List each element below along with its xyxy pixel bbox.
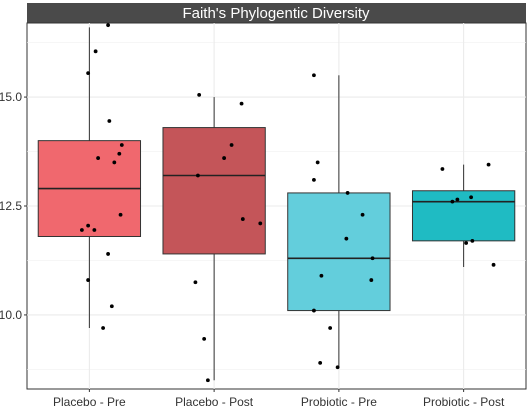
data-point: [86, 71, 91, 76]
data-point: [360, 212, 365, 217]
data-point: [197, 92, 202, 97]
y-tick-label: 15.0: [0, 90, 22, 104]
x-tick-label: Placebo - Post: [175, 395, 254, 409]
strip-background: [27, 3, 526, 23]
box: [287, 192, 391, 312]
data-point: [96, 156, 101, 160]
data-point: [450, 199, 455, 204]
data-point: [491, 262, 496, 267]
box: [411, 190, 516, 242]
x-tick-label: Placebo - Pre: [53, 395, 126, 409]
data-point: [455, 197, 460, 202]
data-point: [344, 236, 349, 241]
data-point: [106, 23, 110, 28]
x-tick-label: Probiotic - Post: [423, 395, 505, 409]
data-point: [222, 156, 227, 160]
data-point: [92, 228, 97, 232]
data-point: [312, 177, 316, 182]
data-point: [239, 101, 244, 106]
data-point: [229, 143, 234, 147]
data-point: [202, 336, 207, 341]
data-point: [193, 280, 198, 285]
box: [162, 127, 266, 255]
data-point: [440, 167, 445, 171]
data-point: [119, 143, 124, 147]
data-point: [370, 256, 375, 261]
data-point: [101, 326, 105, 330]
data-point: [486, 162, 491, 167]
data-point: [464, 241, 469, 245]
y-axis: 10.0 12.5 15.0: [0, 90, 27, 322]
data-point: [112, 160, 117, 165]
y-tick-label: 12.5: [0, 199, 22, 213]
data-point: [369, 278, 374, 282]
data-point: [335, 365, 340, 370]
data-point: [315, 160, 320, 165]
data-point: [93, 49, 98, 54]
data-point: [258, 221, 263, 226]
data-point: [318, 360, 323, 365]
x-axis: Placebo - Pre Placebo - Post Probiotic - P…: [53, 389, 505, 409]
data-point: [319, 273, 324, 278]
data-point: [106, 252, 110, 256]
x-tick-label: Probiotic - Pre: [301, 395, 377, 409]
data-point: [196, 173, 200, 178]
data-point: [117, 151, 122, 156]
y-tick-label: 10.0: [0, 308, 22, 322]
data-point: [205, 378, 210, 383]
data-point: [345, 191, 350, 195]
chart-title: Faith's Phylogentic Diversity: [182, 5, 370, 22]
data-point: [109, 304, 114, 309]
data-point: [470, 238, 475, 243]
data-point: [328, 326, 333, 330]
data-point: [312, 73, 316, 78]
jitter-points: [79, 23, 496, 383]
data-point: [79, 228, 84, 232]
data-point: [107, 119, 112, 123]
data-point: [86, 223, 91, 228]
data-point: [312, 308, 316, 313]
data-point: [86, 278, 91, 282]
data-point: [469, 195, 474, 200]
data-point: [118, 212, 123, 217]
data-point: [240, 217, 245, 221]
